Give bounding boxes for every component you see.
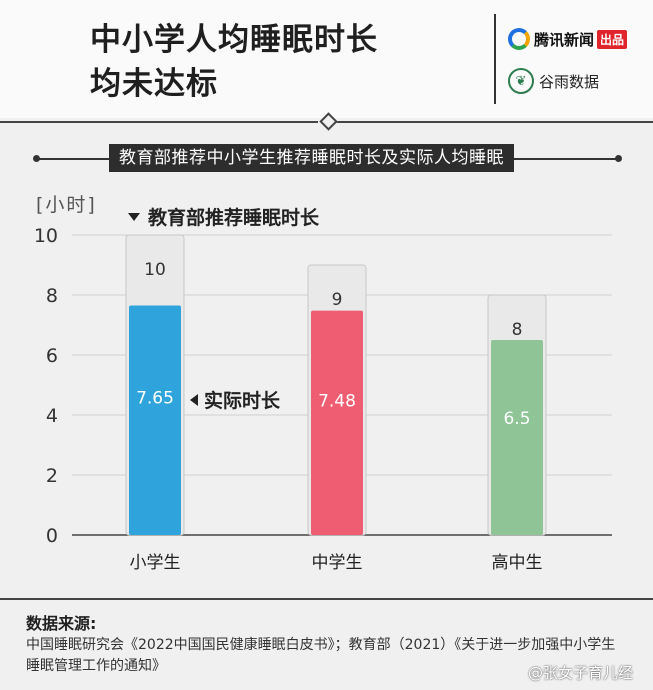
footer-rule <box>0 598 653 600</box>
guyu-data-text: 谷雨数据 <box>539 72 600 91</box>
legend-recommended: 教育部推荐睡眠时长 <box>128 203 319 230</box>
source-title: 数据来源: <box>26 614 97 633</box>
header: 中小学人均睡眠时长 均未达标 腾讯新闻 出品 ❦ 谷雨数据 <box>0 0 653 118</box>
data-label-recommended: 10 <box>144 260 166 280</box>
data-label-actual: 7.65 <box>136 388 174 408</box>
x-category-label: 小学生 <box>130 553 181 573</box>
title-line-2: 均未达标 <box>90 66 218 102</box>
leaf-icon: ❦ <box>508 68 534 94</box>
data-label-recommended: 9 <box>332 290 343 310</box>
data-label-actual: 7.48 <box>318 391 356 411</box>
triangle-left-icon <box>190 393 198 406</box>
triangle-down-icon <box>128 212 140 221</box>
y-tick-label: 4 <box>46 405 58 427</box>
data-label-actual: 6.5 <box>503 409 530 429</box>
legend-actual-label: 实际时长 <box>204 390 281 412</box>
y-axis-unit: [小时] <box>36 194 97 216</box>
bar-actual <box>491 340 543 535</box>
page-title: 中小学人均睡眠时长 均未达标 <box>90 18 378 106</box>
guyu-data-logo: ❦ 谷雨数据 <box>508 68 599 94</box>
watermark: @张女子育儿经 <box>528 664 634 682</box>
data-label-recommended: 8 <box>512 320 523 340</box>
bar-actual <box>311 310 363 535</box>
y-tick-label: 6 <box>46 345 58 367</box>
subtitle-dot-right <box>615 155 622 162</box>
legend-recommended-label: 教育部推荐睡眠时长 <box>148 207 320 229</box>
tencent-news-logo: 腾讯新闻 出品 <box>508 28 628 50</box>
chupin-badge: 出品 <box>597 29 628 49</box>
x-category-label: 高中生 <box>492 553 543 573</box>
y-tick-label: 8 <box>46 285 58 307</box>
subtitle-dot-left <box>33 155 40 162</box>
legend-actual: 实际时长 <box>190 386 280 413</box>
y-tick-label: 0 <box>46 525 58 547</box>
title-line-1: 中小学人均睡眠时长 <box>90 22 378 58</box>
chart-subtitle: 教育部推荐中小学生推荐睡眠时长及实际人均睡眠 <box>109 144 514 172</box>
y-tick-label: 2 <box>46 465 58 487</box>
source-text: 中国睡眠研究会《2022中国国民健康睡眠白皮书》；教育部（2021）《关于进一步… <box>26 637 616 674</box>
header-rule-right <box>336 121 653 123</box>
sleep-bar-chart: 0 2 4 6 8 10 10 7.65 小学生 9 7.48 中学生 8 6.5 高中生 <box>34 225 612 573</box>
x-category-label: 中学生 <box>312 553 363 573</box>
header-rule-left <box>0 121 318 123</box>
tencent-news-text: 腾讯新闻 <box>534 30 595 49</box>
bar-actual <box>129 305 181 535</box>
tencent-news-icon <box>508 28 530 50</box>
header-divider <box>494 14 496 104</box>
y-tick-label: 10 <box>34 225 58 247</box>
